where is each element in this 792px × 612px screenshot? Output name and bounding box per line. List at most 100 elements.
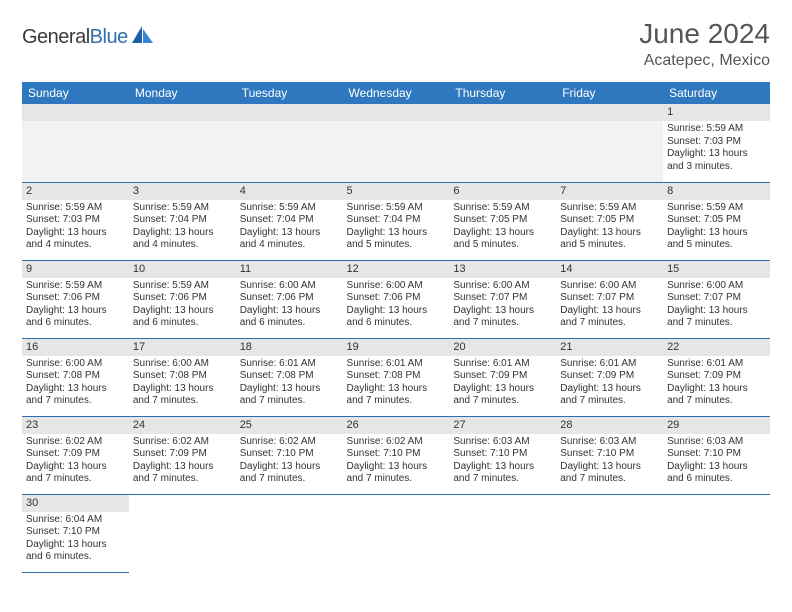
empty-daynum-bar [556, 104, 663, 121]
day-number: 1 [663, 104, 770, 121]
sunrise-text: Sunrise: 6:03 AM [453, 436, 552, 449]
day-info: Sunrise: 6:04 AMSunset: 7:10 PMDaylight:… [22, 512, 129, 568]
sunrise-text: Sunrise: 6:02 AM [347, 436, 446, 449]
sunset-text: Sunset: 7:05 PM [560, 214, 659, 227]
sunset-text: Sunset: 7:03 PM [667, 136, 766, 149]
sunrise-text: Sunrise: 6:00 AM [347, 280, 446, 293]
day-number: 24 [129, 417, 236, 434]
sunset-text: Sunset: 7:10 PM [560, 448, 659, 461]
sunset-text: Sunset: 7:05 PM [453, 214, 552, 227]
daylight-text: Daylight: 13 hours and 7 minutes. [453, 305, 552, 330]
sunset-text: Sunset: 7:10 PM [347, 448, 446, 461]
calendar-cell: 20Sunrise: 6:01 AMSunset: 7:09 PMDayligh… [449, 338, 556, 416]
calendar-cell: 7Sunrise: 5:59 AMSunset: 7:05 PMDaylight… [556, 182, 663, 260]
sunrise-text: Sunrise: 6:01 AM [347, 358, 446, 371]
day-number: 26 [343, 417, 450, 434]
day-number: 29 [663, 417, 770, 434]
sunset-text: Sunset: 7:04 PM [133, 214, 232, 227]
day-info: Sunrise: 6:03 AMSunset: 7:10 PMDaylight:… [449, 434, 556, 490]
day-info: Sunrise: 6:00 AMSunset: 7:07 PMDaylight:… [556, 278, 663, 334]
empty-daynum-bar [22, 104, 129, 121]
calendar-week: 16Sunrise: 6:00 AMSunset: 7:08 PMDayligh… [22, 338, 770, 416]
day-number: 9 [22, 261, 129, 278]
day-info: Sunrise: 5:59 AMSunset: 7:06 PMDaylight:… [129, 278, 236, 334]
brand-part2: Blue [90, 26, 128, 48]
day-number: 22 [663, 339, 770, 356]
day-number: 23 [22, 417, 129, 434]
sunset-text: Sunset: 7:05 PM [667, 214, 766, 227]
calendar-cell: 16Sunrise: 6:00 AMSunset: 7:08 PMDayligh… [22, 338, 129, 416]
daylight-text: Daylight: 13 hours and 7 minutes. [453, 461, 552, 486]
sunrise-text: Sunrise: 5:59 AM [133, 280, 232, 293]
calendar-cell [236, 104, 343, 182]
day-info: Sunrise: 6:02 AMSunset: 7:09 PMDaylight:… [22, 434, 129, 490]
calendar-cell: 14Sunrise: 6:00 AMSunset: 7:07 PMDayligh… [556, 260, 663, 338]
sunrise-text: Sunrise: 6:02 AM [26, 436, 125, 449]
day-info: Sunrise: 5:59 AMSunset: 7:04 PMDaylight:… [236, 200, 343, 256]
day-number: 20 [449, 339, 556, 356]
sunrise-text: Sunrise: 5:59 AM [453, 202, 552, 215]
day-info: Sunrise: 6:01 AMSunset: 7:09 PMDaylight:… [663, 356, 770, 412]
brand-logo: GeneralBlue [22, 26, 154, 49]
day-number: 30 [22, 495, 129, 512]
sunrise-text: Sunrise: 6:02 AM [133, 436, 232, 449]
daylight-text: Daylight: 13 hours and 7 minutes. [133, 461, 232, 486]
daylight-text: Daylight: 13 hours and 6 minutes. [667, 461, 766, 486]
empty-daynum-bar [343, 104, 450, 121]
daylight-text: Daylight: 13 hours and 5 minutes. [560, 227, 659, 252]
day-number: 10 [129, 261, 236, 278]
calendar-cell [663, 494, 770, 572]
sunset-text: Sunset: 7:08 PM [26, 370, 125, 383]
day-info: Sunrise: 6:00 AMSunset: 7:07 PMDaylight:… [449, 278, 556, 334]
day-number: 6 [449, 183, 556, 200]
sunrise-text: Sunrise: 6:00 AM [667, 280, 766, 293]
sunrise-text: Sunrise: 5:59 AM [667, 123, 766, 136]
calendar-page: GeneralBlue June 2024 Acatepec, Mexico S… [0, 0, 792, 591]
day-info: Sunrise: 6:00 AMSunset: 7:08 PMDaylight:… [129, 356, 236, 412]
brand-part1: General [22, 26, 90, 48]
daylight-text: Daylight: 13 hours and 5 minutes. [347, 227, 446, 252]
day-info: Sunrise: 6:03 AMSunset: 7:10 PMDaylight:… [556, 434, 663, 490]
sunrise-text: Sunrise: 6:01 AM [560, 358, 659, 371]
sunrise-text: Sunrise: 5:59 AM [26, 280, 125, 293]
sunset-text: Sunset: 7:04 PM [347, 214, 446, 227]
daylight-text: Daylight: 13 hours and 7 minutes. [667, 383, 766, 408]
sunrise-text: Sunrise: 6:00 AM [560, 280, 659, 293]
calendar-cell: 27Sunrise: 6:03 AMSunset: 7:10 PMDayligh… [449, 416, 556, 494]
sunset-text: Sunset: 7:03 PM [26, 214, 125, 227]
sunset-text: Sunset: 7:06 PM [133, 292, 232, 305]
calendar-cell: 19Sunrise: 6:01 AMSunset: 7:08 PMDayligh… [343, 338, 450, 416]
calendar-cell: 1Sunrise: 5:59 AMSunset: 7:03 PMDaylight… [663, 104, 770, 182]
daylight-text: Daylight: 13 hours and 7 minutes. [453, 383, 552, 408]
sunset-text: Sunset: 7:10 PM [667, 448, 766, 461]
sunset-text: Sunset: 7:10 PM [26, 526, 125, 539]
day-number: 2 [22, 183, 129, 200]
sunset-text: Sunset: 7:04 PM [240, 214, 339, 227]
location: Acatepec, Mexico [639, 52, 770, 70]
day-info: Sunrise: 6:00 AMSunset: 7:07 PMDaylight:… [663, 278, 770, 334]
sunrise-text: Sunrise: 5:59 AM [667, 202, 766, 215]
sunrise-text: Sunrise: 6:00 AM [133, 358, 232, 371]
day-info: Sunrise: 6:03 AMSunset: 7:10 PMDaylight:… [663, 434, 770, 490]
calendar-cell [236, 494, 343, 572]
day-number: 11 [236, 261, 343, 278]
sunrise-text: Sunrise: 6:03 AM [667, 436, 766, 449]
sail-icon [132, 26, 154, 49]
day-number: 15 [663, 261, 770, 278]
daylight-text: Daylight: 13 hours and 6 minutes. [26, 539, 125, 564]
day-info: Sunrise: 6:00 AMSunset: 7:06 PMDaylight:… [343, 278, 450, 334]
day-number: 7 [556, 183, 663, 200]
day-number: 25 [236, 417, 343, 434]
calendar-cell: 28Sunrise: 6:03 AMSunset: 7:10 PMDayligh… [556, 416, 663, 494]
sunset-text: Sunset: 7:07 PM [667, 292, 766, 305]
sunrise-text: Sunrise: 6:00 AM [26, 358, 125, 371]
daylight-text: Daylight: 13 hours and 5 minutes. [453, 227, 552, 252]
sunset-text: Sunset: 7:10 PM [240, 448, 339, 461]
calendar-cell: 6 Sunrise: 5:59 AMSunset: 7:05 PMDaylight… [449, 182, 556, 260]
calendar-cell: 21Sunrise: 6:01 AMSunset: 7:09 PMDayligh… [556, 338, 663, 416]
calendar-week: 1Sunrise: 5:59 AMSunset: 7:03 PMDaylight… [22, 104, 770, 182]
calendar-table: SundayMondayTuesdayWednesdayThursdayFrid… [22, 82, 770, 573]
sunset-text: Sunset: 7:09 PM [667, 370, 766, 383]
weekday-row: SundayMondayTuesdayWednesdayThursdayFrid… [22, 82, 770, 104]
sunrise-text: Sunrise: 5:59 AM [347, 202, 446, 215]
